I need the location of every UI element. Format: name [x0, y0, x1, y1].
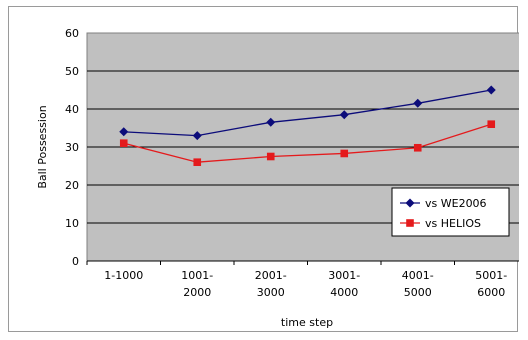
- x-tick-label: 6000: [477, 286, 505, 299]
- data-point-diamond: [486, 85, 496, 95]
- series-1: [119, 85, 496, 141]
- chart-frame: 0 10 20 30 40 50 60 1-1000 1001- 2000 2001- 3000 30…: [8, 6, 519, 332]
- legend-label: vs WE2006: [425, 197, 487, 210]
- y-axis-label: Ball Possession: [36, 105, 49, 188]
- data-point-diamond: [119, 127, 129, 137]
- series-line: [123, 89, 492, 137]
- x-tick-label: 5001-: [475, 269, 507, 282]
- data-point-square: [413, 143, 422, 152]
- data-point-square: [193, 158, 202, 166]
- gridlines: [87, 70, 519, 224]
- data-point-square: [266, 152, 275, 161]
- x-tick-label: 1-1000: [104, 269, 143, 282]
- legend-label: vs HELIOS: [425, 217, 481, 230]
- x-tick-label: 5000: [404, 286, 432, 299]
- y-tick-label: 60: [65, 27, 79, 40]
- data-point-square: [119, 139, 128, 147]
- data-point-diamond: [339, 110, 349, 120]
- x-tick-label: 1001-: [181, 269, 213, 282]
- line-chart: 0 10 20 30 40 50 60 1-1000 1001- 2000 2001- 3000 30…: [36, 27, 519, 329]
- y-tick-label: 50: [65, 65, 79, 78]
- x-tick-label: 4001-: [402, 269, 434, 282]
- x-axis-label: time step: [281, 316, 333, 329]
- x-tick-label: 4000: [330, 286, 358, 299]
- data-point-diamond: [192, 131, 202, 141]
- legend: vs WE2006 vs HELIOS: [391, 187, 510, 237]
- data-point-diamond: [413, 98, 423, 108]
- legend-marker: [405, 198, 415, 208]
- x-tick-label: 3000: [257, 286, 285, 299]
- data-point-square: [487, 120, 496, 128]
- y-tick-label: 40: [65, 103, 79, 116]
- x-tick-label: 2001-: [255, 269, 287, 282]
- legend-marker: [406, 219, 414, 227]
- data-point-square: [340, 149, 349, 158]
- series-2: [119, 120, 496, 166]
- y-tick-label: 10: [65, 217, 79, 230]
- x-axis-ticks: 1-1000 1001- 2000 2001- 3000 3001- 4000 4001- 50…: [86, 260, 519, 299]
- x-tick-label: 2000: [183, 286, 211, 299]
- y-axis-ticks: 0 10 20 30 40 50 60: [65, 27, 79, 268]
- y-tick-label: 30: [65, 141, 79, 154]
- series-layer: [119, 85, 496, 166]
- legend-box: [391, 187, 510, 237]
- x-tick-label: 3001-: [328, 269, 360, 282]
- series-line: [123, 123, 492, 163]
- y-tick-label: 20: [65, 179, 79, 192]
- data-point-diamond: [266, 117, 276, 127]
- y-tick-label: 0: [72, 255, 79, 268]
